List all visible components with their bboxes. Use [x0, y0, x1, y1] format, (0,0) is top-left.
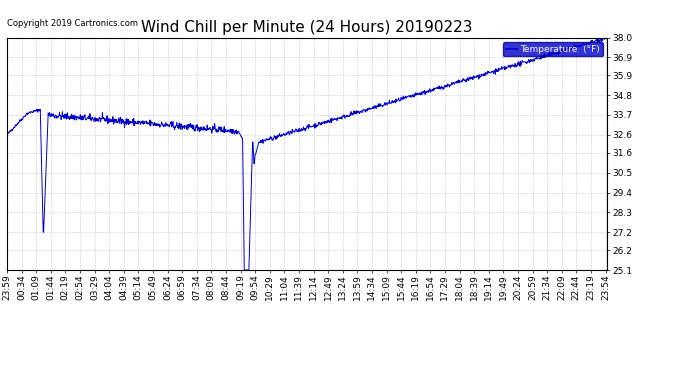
- Legend: Temperature  (°F): Temperature (°F): [503, 42, 602, 56]
- Text: Copyright 2019 Cartronics.com: Copyright 2019 Cartronics.com: [7, 19, 138, 28]
- Title: Wind Chill per Minute (24 Hours) 20190223: Wind Chill per Minute (24 Hours) 2019022…: [141, 20, 473, 35]
